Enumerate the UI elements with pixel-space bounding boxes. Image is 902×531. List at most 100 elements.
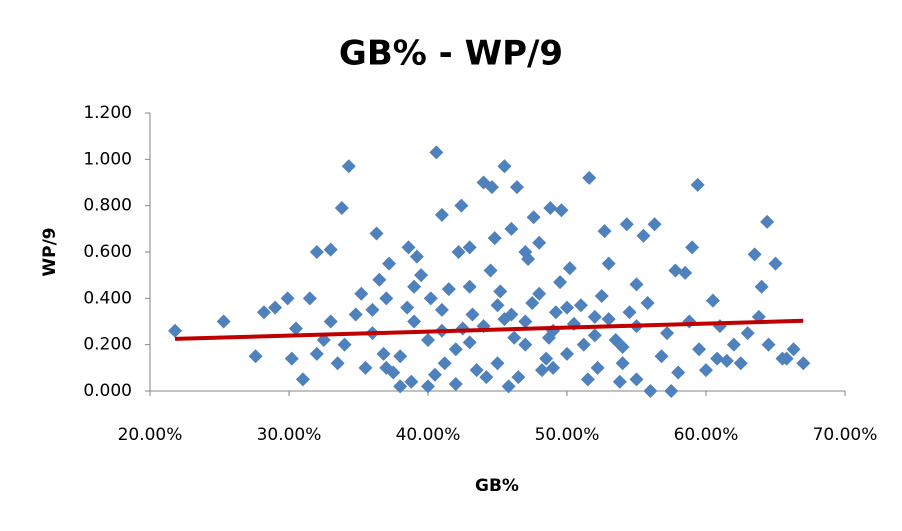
- point: [455, 321, 470, 336]
- point: [295, 372, 310, 387]
- point: [576, 337, 591, 352]
- point: [454, 198, 469, 213]
- point: [427, 367, 442, 382]
- point: [612, 374, 627, 389]
- point: [532, 235, 547, 250]
- point: [248, 349, 263, 364]
- point: [699, 363, 713, 378]
- point: [365, 302, 380, 317]
- point: [660, 326, 675, 341]
- point: [539, 351, 554, 366]
- point: [518, 337, 533, 352]
- point: [421, 379, 435, 394]
- point: [733, 356, 748, 371]
- point: [518, 314, 533, 329]
- point: [409, 249, 424, 264]
- point: [434, 302, 449, 317]
- point: [796, 356, 811, 371]
- point: [484, 180, 499, 195]
- point: [348, 307, 363, 322]
- point: [546, 360, 561, 375]
- point: [685, 240, 700, 255]
- point: [553, 275, 568, 290]
- point: [309, 346, 324, 361]
- point: [786, 342, 801, 357]
- chart-title: GB% - WP/9: [339, 34, 563, 74]
- y-tick-label: 0.000: [83, 381, 132, 401]
- point: [668, 263, 683, 278]
- point: [323, 242, 338, 257]
- point: [507, 330, 522, 345]
- point: [487, 231, 502, 246]
- point: [740, 326, 755, 341]
- y-tick-label: 1.000: [83, 149, 132, 169]
- point: [690, 177, 705, 192]
- point: [280, 291, 295, 306]
- point: [490, 356, 505, 371]
- point: [369, 226, 384, 241]
- point: [629, 277, 644, 292]
- point: [554, 203, 569, 218]
- point: [532, 286, 547, 301]
- point: [393, 349, 408, 364]
- point: [379, 360, 394, 375]
- point: [256, 305, 271, 320]
- point: [543, 200, 558, 215]
- point: [497, 159, 512, 174]
- x-axis-title: GB%: [475, 476, 519, 496]
- point: [629, 372, 644, 387]
- point: [437, 356, 452, 371]
- point: [341, 159, 356, 174]
- point: [407, 279, 422, 294]
- point: [401, 240, 416, 255]
- point: [284, 351, 299, 366]
- point: [647, 217, 662, 232]
- point: [376, 346, 391, 361]
- point: [379, 291, 394, 306]
- point: [511, 370, 526, 385]
- point: [323, 314, 338, 329]
- point: [448, 342, 463, 357]
- x-tick-label: 30.00%: [257, 425, 322, 445]
- y-tick-label: 0.800: [83, 196, 132, 216]
- point: [548, 305, 563, 320]
- point: [462, 279, 477, 294]
- point: [619, 217, 634, 232]
- point: [526, 210, 541, 225]
- point: [354, 286, 369, 301]
- point: [462, 240, 477, 255]
- point: [268, 300, 283, 315]
- point: [509, 180, 524, 195]
- point: [525, 295, 540, 310]
- point: [330, 356, 345, 371]
- point: [168, 323, 183, 338]
- point: [288, 321, 303, 336]
- point: [393, 379, 408, 394]
- point: [429, 145, 444, 160]
- point: [587, 328, 602, 343]
- point: [562, 261, 577, 276]
- point: [337, 337, 352, 352]
- point: [372, 272, 387, 287]
- point: [302, 291, 317, 306]
- point: [407, 314, 422, 329]
- point: [404, 374, 419, 389]
- point: [497, 312, 512, 327]
- point: [448, 377, 463, 392]
- point: [775, 351, 790, 366]
- point: [469, 363, 484, 378]
- point: [682, 314, 697, 329]
- point: [541, 330, 556, 345]
- point: [334, 200, 349, 215]
- point: [573, 298, 588, 313]
- point: [671, 365, 686, 380]
- point: [400, 300, 415, 315]
- point: [747, 247, 762, 262]
- point: [590, 360, 605, 375]
- point: [582, 170, 597, 185]
- point: [465, 307, 480, 322]
- point: [309, 245, 324, 259]
- x-tick-label: 60.00%: [674, 425, 739, 445]
- x-tick-label: 40.00%: [396, 425, 461, 445]
